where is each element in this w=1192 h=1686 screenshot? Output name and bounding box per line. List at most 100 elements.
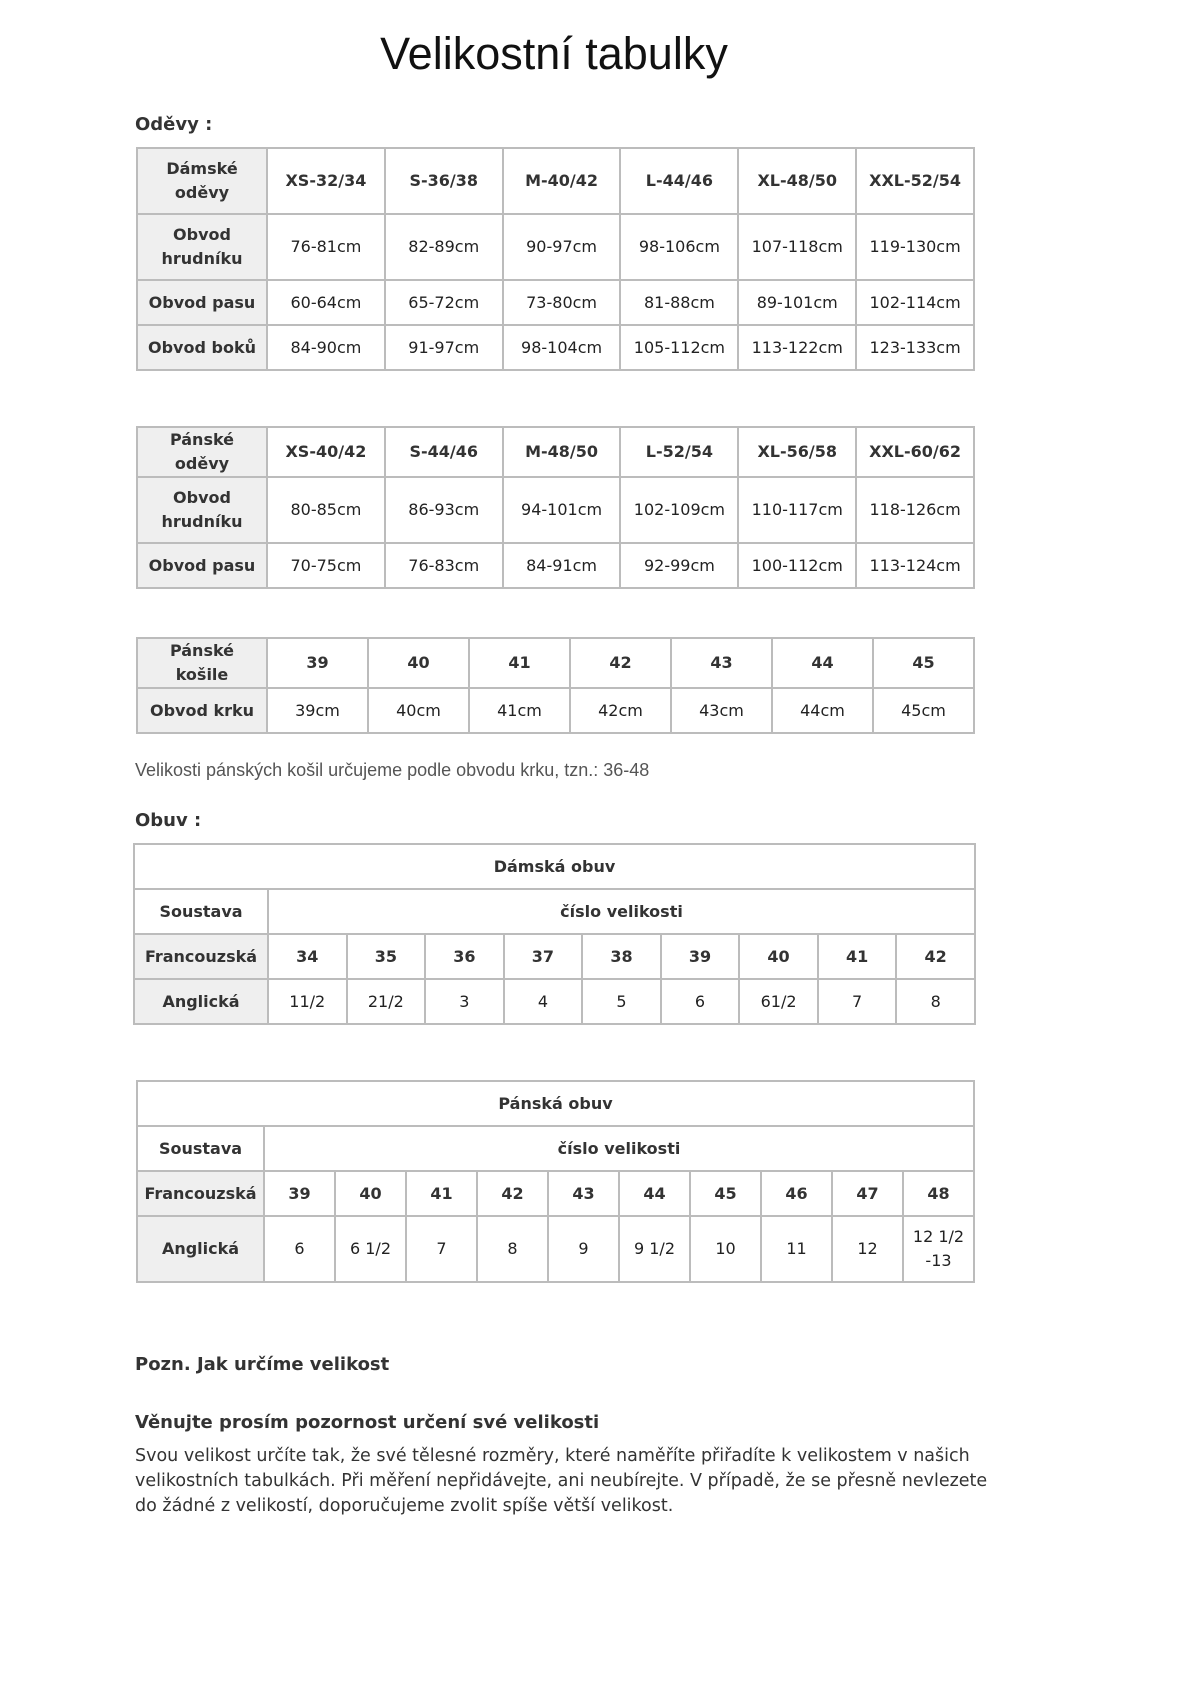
table-cell: Obvod pasu [136, 279, 268, 326]
table-cell: 100-112cm [737, 542, 858, 589]
header-row: Pánské košile 39 40 41 42 43 44 45 [136, 637, 975, 689]
table-cell: 61/2 [738, 978, 819, 1025]
header-row: Pánské oděvy XS-40/42 S-44/46 M-48/50 L-52/5… [136, 426, 975, 478]
table-cell: 118-126cm [855, 476, 975, 544]
table-row: Obvod hrudníku 80-85cm 86-93cm 94-101cm 102-… [136, 476, 975, 544]
mens-clothes-table: Pánské oděvy XS-40/42 S-44/46 M-48/50 L-52/5… [136, 426, 975, 589]
table-cell: XXL-52/54 [855, 147, 975, 215]
table-cell: 7 [405, 1215, 478, 1283]
shirts-note: Velikosti pánských košil určujeme podle … [135, 760, 650, 780]
table-cell: 41 [405, 1170, 478, 1217]
table-cell: 43 [547, 1170, 620, 1217]
table-cell: 46 [760, 1170, 833, 1217]
table-cell: 81-88cm [619, 279, 740, 326]
table-cell: 6 [659, 978, 741, 1025]
table-cell: Anglická [136, 1215, 265, 1283]
table-cell: 76-83cm [383, 542, 504, 589]
table-cell: 8 [476, 1215, 549, 1283]
table-cell: Dámská obuv [133, 843, 976, 890]
table-cell: 7 [816, 978, 898, 1025]
table-cell: 5 [581, 978, 662, 1025]
table-cell: 40 [738, 933, 819, 980]
table-cell: Obvod hrudníku [136, 476, 268, 544]
table-cell: 9 1/2 [618, 1215, 691, 1283]
table-cell: 102-109cm [619, 476, 740, 544]
womens-clothes-table: Dámské oděvy XS-32/34 S-36/38 M-40/42 L-44/4… [136, 147, 975, 371]
table-cell: 40 [334, 1170, 407, 1217]
table-cell: 82-89cm [383, 213, 504, 281]
table-cell: S-36/38 [383, 147, 504, 215]
table-cell: 44cm [771, 687, 874, 734]
womens-shoes-table: Dámská obuv Soustava číslo velikosti Franco… [133, 843, 976, 1025]
table-cell: 45 [872, 637, 975, 689]
table-cell: 73-80cm [501, 279, 622, 326]
table-cell: Francouzská [136, 1170, 265, 1217]
table-cell: 105-112cm [619, 324, 740, 371]
table-cell: 41 [816, 933, 898, 980]
table-row: Anglická 6 6 1/2 7 8 9 9 1/2 10 11 12 12 1/2 -13 [136, 1215, 975, 1283]
table-cell: 91-97cm [383, 324, 504, 371]
table-cell: 113-122cm [737, 324, 858, 371]
table-cell: 76-81cm [266, 213, 386, 281]
table-cell: 3 [424, 978, 505, 1025]
table-cell: XXL-60/62 [855, 426, 975, 478]
table-cell: 12 [831, 1215, 904, 1283]
table-cell: 35 [345, 933, 427, 980]
table-cell: 98-104cm [501, 324, 622, 371]
table-cell: Obvod krku [136, 687, 268, 734]
table-cell: Pánské košile [136, 637, 268, 689]
table-cell: 21/2 [345, 978, 427, 1025]
title-row: Dámská obuv [133, 843, 976, 890]
table-cell: 39 [263, 1170, 336, 1217]
table-cell: 42 [569, 637, 672, 689]
table-cell: 43cm [670, 687, 773, 734]
table-cell: Soustava [136, 1125, 265, 1172]
table-cell: Francouzská [133, 933, 269, 980]
table-cell: 44 [771, 637, 874, 689]
table-cell: 113-124cm [855, 542, 975, 589]
table-cell: 107-118cm [737, 213, 858, 281]
table-cell: 9 [547, 1215, 620, 1283]
table-cell: 8 [895, 978, 976, 1025]
table-cell: 39 [266, 637, 369, 689]
table-cell: Soustava [133, 888, 269, 935]
note-heading: Pozn. Jak určíme velikost [135, 1354, 390, 1375]
note-subheading: Věnujte prosím pozornost určení své veli… [135, 1412, 600, 1433]
table-cell: Pánské oděvy [136, 426, 268, 478]
mens-shirts-table: Pánské košile 39 40 41 42 43 44 45 Obvod krku 39c… [136, 637, 975, 734]
label-row: Soustava číslo velikosti [133, 888, 976, 935]
shoes-heading: Obuv : [135, 810, 202, 831]
table-row: Anglická 11/2 21/2 3 4 5 6 61/2 7 8 [133, 978, 976, 1025]
table-cell: 65-72cm [383, 279, 504, 326]
table-cell: L-44/46 [619, 147, 740, 215]
table-row: Francouzská 39 40 41 42 43 44 45 46 47 48 [136, 1170, 975, 1217]
clothes-heading: Oděvy : [135, 114, 213, 135]
table-cell: 42 [476, 1170, 549, 1217]
note-text: Svou velikost určíte tak, že své tělesné… [135, 1446, 988, 1516]
table-cell: 6 [263, 1215, 336, 1283]
table-cell: Obvod pasu [136, 542, 268, 589]
table-cell: 119-130cm [855, 213, 975, 281]
table-cell: Anglická [133, 978, 269, 1025]
table-cell: XL-56/58 [737, 426, 858, 478]
table-cell: XS-32/34 [266, 147, 386, 215]
table-cell: 42 [895, 933, 976, 980]
table-cell: 60-64cm [266, 279, 386, 326]
table-cell: 123-133cm [855, 324, 975, 371]
mens-shoes-table: Pánská obuv Soustava číslo velikosti Franco… [136, 1080, 975, 1283]
table-cell: 11 [760, 1215, 833, 1283]
table-cell: 102-114cm [855, 279, 975, 326]
table-cell: 86-93cm [383, 476, 504, 544]
table-cell: 40 [367, 637, 470, 689]
title-row: Pánská obuv [136, 1080, 975, 1127]
table-cell: 90-97cm [501, 213, 622, 281]
table-cell: Obvod boků [136, 324, 268, 371]
table-cell: 4 [502, 978, 584, 1025]
table-cell: Dámské oděvy [136, 147, 268, 215]
table-cell: 45 [689, 1170, 762, 1217]
table-cell: 12 1/2 -13 [902, 1215, 975, 1283]
table-cell: 80-85cm [266, 476, 386, 544]
table-cell: 37 [502, 933, 584, 980]
table-cell: 84-90cm [266, 324, 386, 371]
table-row: Francouzská 34 35 36 37 38 39 40 41 42 [133, 933, 976, 980]
